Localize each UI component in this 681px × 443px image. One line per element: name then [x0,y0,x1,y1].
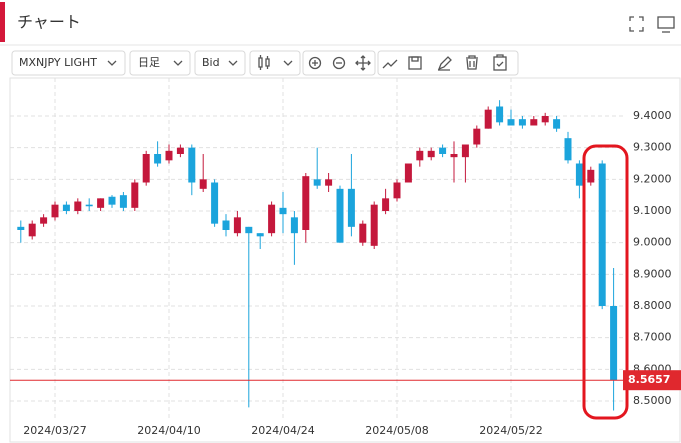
y-tick-label: 8.5000 [633,394,672,407]
candle-body [199,179,207,189]
toolbar: MXNJPY LIGHT 日足 Bid [11,50,519,76]
candle-body [302,176,310,230]
chevron [173,60,183,66]
candle-body [359,223,367,243]
candle-body [188,147,196,183]
y-tick-label: 8.7000 [633,331,672,344]
candle-body [325,179,333,186]
candle-body [211,182,219,224]
candle-body [541,116,549,123]
candle-body [154,154,162,164]
candle-body [85,204,93,207]
candle-body [587,169,595,183]
candle-body [553,119,561,129]
candle-body [416,150,424,161]
interval-dropdown[interactable] [129,50,191,76]
candle-body [142,154,150,183]
candle-body [575,163,583,186]
y-tick-label: 9.1000 [633,204,672,217]
candle-body [40,217,48,224]
candle-body [450,154,458,158]
zoom-in-button[interactable] [308,56,322,70]
y-tick-label: 8.8000 [633,299,672,312]
candle-body [530,119,538,126]
candle-body [108,196,116,205]
interval-label: 日足 [138,56,160,69]
candle-body [336,188,344,243]
y-tick-label: 9.0000 [633,236,672,249]
price-type-dropdown[interactable] [194,50,246,76]
grid [10,78,623,420]
candle-body [119,195,127,208]
y-tick-label: 9.2000 [633,172,672,185]
draw-line-button[interactable] [382,59,398,69]
x-tick-label: 2024/04/10 [137,424,200,437]
pencil-button[interactable] [437,56,452,71]
candle-body [17,226,25,230]
candle-body [370,204,378,246]
candle-body [233,217,241,234]
pan-button[interactable] [355,55,371,71]
chevron [107,60,117,66]
candle-body [404,163,412,183]
chevron [228,60,238,66]
candle-body [313,179,321,186]
y-tick-label: 9.4000 [633,109,672,122]
current-price-tag [623,370,681,391]
candle-body [610,306,618,381]
current-price-label: 8.5657 [628,373,670,386]
candle-body [473,128,481,145]
candle-body [28,223,36,237]
delete-button[interactable] [466,55,478,70]
candle-body [518,119,526,126]
candle-body [393,182,401,199]
y-tick-label: 8.9000 [633,267,672,280]
header-title: チャート [17,13,81,32]
expand-icon[interactable] [629,16,644,32]
header-accent [0,2,5,42]
candle-body [51,204,59,218]
candle-body [564,138,572,161]
candle-body [382,198,390,211]
candle-body [62,204,70,211]
chart-frame [9,77,681,443]
candle-body [461,144,469,158]
x-tick-label: 2024/03/27 [23,424,86,437]
candle-body [484,109,492,129]
zoom-out-button[interactable] [332,56,346,70]
candle-body [496,106,504,123]
chart-style-dropdown[interactable] [249,50,301,76]
y-tick-label: 9.3000 [633,141,672,154]
candle-body [222,220,230,230]
x-tick-label: 2024/05/22 [479,424,542,437]
candle-icon [258,55,270,70]
candle-body [176,147,184,154]
candle-body [290,217,298,234]
symbol-dropdown[interactable] [11,50,126,76]
highlight-annotation [582,144,629,420]
candle-body [268,204,276,234]
candle-body [245,226,253,234]
candle-body [165,150,173,161]
plot-area [17,100,618,411]
chevron [283,60,293,66]
save-button[interactable] [408,56,422,70]
candle-body [256,233,264,237]
candle-body [97,198,105,208]
candle-body [507,119,515,126]
candle-body [427,150,435,158]
candle-body [439,147,447,154]
symbol-label: MXNJPY LIGHT [19,56,97,69]
monitor-icon[interactable] [657,16,675,33]
clipboard-button[interactable] [493,54,507,71]
price-type-label: Bid [202,56,220,69]
candle-body [347,188,355,227]
candle-body [279,207,287,215]
candle-body [74,201,82,211]
candle-body [598,163,606,306]
x-tick-label: 2024/04/24 [251,424,314,437]
x-tick-label: 2024/05/08 [365,424,428,437]
candle-body [131,182,139,208]
